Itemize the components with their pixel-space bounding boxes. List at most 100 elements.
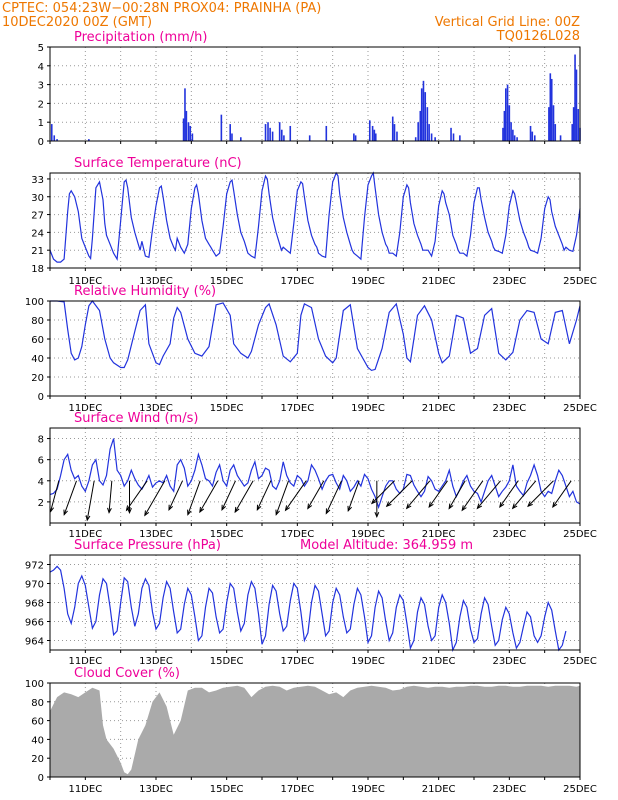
pressure-ytick-label: 968 — [25, 599, 44, 610]
wind-arrow-shaft — [50, 480, 60, 512]
humidity-ytick-label: 20 — [31, 373, 44, 384]
humidity-date-label: 11DEC — [68, 403, 102, 414]
pressure-ytick-label: 972 — [25, 561, 44, 572]
wind-arrow-head — [385, 501, 392, 508]
temp-ytick-label: 18 — [31, 264, 44, 275]
wind-wind-arrow — [370, 480, 395, 505]
precip-bar — [353, 133, 355, 141]
wind-arrow-head — [527, 501, 533, 508]
wind-arrow-head — [405, 503, 412, 510]
wind-wind-arrow — [275, 480, 289, 516]
humidity-ytick-label: 100 — [25, 297, 44, 308]
header: CPTEC: 054:23W−00:28N PROX04: PRAINHA (P… — [2, 1, 580, 44]
wind-arrow-shaft — [461, 480, 484, 511]
precip-bar — [267, 122, 269, 141]
wind-arrow-shaft — [86, 480, 95, 521]
wind-wind-arrow — [63, 480, 77, 516]
wind-ytick-label: 2 — [38, 498, 44, 509]
precip-bar — [554, 124, 557, 141]
wind-wind-arrow — [221, 480, 236, 511]
precip-bar — [50, 124, 53, 141]
precip-ytick-label: 3 — [38, 81, 44, 92]
precip-bar — [280, 129, 283, 141]
precip-bar — [575, 69, 578, 141]
pressure-date-label: 25DEC — [563, 656, 597, 667]
wind-panel: 2 4 6 8 11DEC 13DEC 15DEC 17DEC 19DEC 21DEC 23DEC 2… — [38, 411, 597, 540]
cloud-date-label: 25DEC — [563, 784, 597, 795]
precip-bar — [533, 135, 536, 141]
wind-arrow-shaft — [126, 480, 148, 511]
precip-bar — [373, 129, 376, 141]
precip-bar — [354, 135, 357, 141]
precip-bar — [240, 137, 242, 141]
precip-bar — [325, 125, 328, 141]
humidity-date-label: 13DEC — [139, 403, 173, 414]
wind-arrow-shaft — [63, 480, 77, 515]
precip-bar — [559, 135, 562, 141]
wind-arrow-head — [370, 498, 377, 505]
header-date-line: 10DEC2020 00Z (GMT) — [2, 15, 152, 30]
precip-panel: 0 1 2 3 4 5 Precipitation (mm/h) — [38, 30, 581, 148]
wind-arrow-shaft — [168, 480, 183, 510]
temp-ytick-label: 33 — [31, 175, 44, 186]
humidity-ytick-label: 40 — [31, 354, 44, 365]
cloud-date-label: 11DEC — [68, 784, 102, 795]
wind-arrow-head — [307, 503, 313, 510]
wind-arrow-head — [499, 501, 505, 509]
precip-bar — [414, 137, 417, 141]
precip-bar — [184, 88, 186, 141]
precip-bar — [548, 107, 550, 141]
wind-arrow-shaft — [221, 480, 236, 510]
wind-date-label: 13DEC — [139, 529, 173, 540]
wind-wind-arrow — [347, 480, 360, 513]
wind-date-label: 23DEC — [492, 529, 526, 540]
wind-wind-arrow — [307, 480, 325, 510]
wind-wind-arrow — [527, 480, 554, 508]
precip-bar — [269, 127, 271, 141]
wind-arrow-shaft — [512, 480, 537, 509]
temp-ytick-label: 30 — [31, 193, 44, 204]
wind-arrow-shaft — [325, 480, 342, 514]
wind-arrow-head — [552, 501, 558, 509]
header-model-id: TQ0126L028 — [496, 29, 580, 44]
pressure-date-label: 11DEC — [68, 656, 102, 667]
wind-arrow-shaft — [499, 480, 519, 508]
wind-arrow-shaft — [307, 480, 325, 509]
precip-bar — [428, 124, 430, 141]
wind-arrow-shaft — [428, 480, 448, 508]
humidity-date-label: 15DEC — [210, 403, 244, 414]
wind-date-label: 21DEC — [422, 529, 456, 540]
temp-ytick-label: 27 — [31, 211, 44, 222]
precip-bar — [417, 122, 419, 141]
precip-bar — [308, 135, 311, 141]
humidity-date-label: 23DEC — [492, 403, 526, 414]
precip-bar — [396, 131, 398, 141]
precip-bar — [574, 54, 576, 141]
wind-wind-arrow — [187, 480, 201, 516]
wind-line — [49, 438, 581, 510]
pressure-date-label: 15DEC — [210, 656, 244, 667]
precip-bar — [283, 135, 285, 141]
precip-bar — [182, 118, 185, 141]
pressure-ytick-label: 964 — [25, 637, 44, 648]
wind-arrow-head — [187, 509, 192, 516]
precip-bar — [220, 114, 223, 141]
wind-wind-arrow — [428, 480, 448, 509]
precip-bar — [185, 110, 188, 141]
precip-bar — [420, 88, 423, 141]
wind-ytick-label: 4 — [38, 477, 44, 488]
precip-bar — [88, 139, 90, 141]
temp-date-label: 11DEC — [68, 276, 102, 287]
wind-arrow-head — [448, 503, 454, 510]
precip-bar — [56, 139, 58, 141]
wind-arrow-shaft — [371, 480, 395, 504]
header-grid-note: Vertical Grid Line: 00Z — [435, 15, 580, 30]
precip-bar — [450, 127, 452, 141]
precip-bar — [512, 129, 514, 141]
temp-frame — [49, 172, 581, 269]
precip-bar — [231, 133, 233, 141]
pressure-date-label: 21DEC — [422, 656, 456, 667]
wind-arrow-head — [234, 506, 240, 514]
pressure-annotation: Model Altitude: 364.959 m — [300, 538, 473, 553]
precip-ytick-label: 2 — [38, 99, 44, 110]
